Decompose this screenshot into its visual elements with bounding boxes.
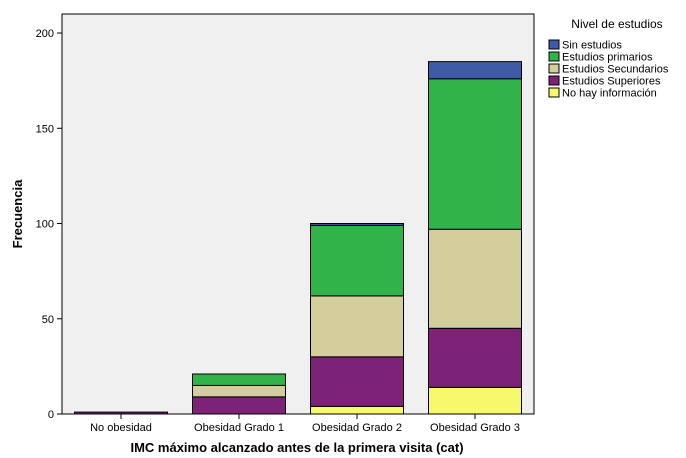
legend-label-3: Estudios Secundarios	[562, 64, 669, 76]
y-tick-label-200: 200	[36, 28, 54, 40]
legend-swatch-3	[548, 63, 560, 74]
y-axis-title: Frecuencia	[10, 179, 25, 248]
y-tick-label-0: 0	[48, 409, 54, 421]
bar-segment-3-1	[310, 405, 404, 415]
legend-swatch-5	[548, 87, 560, 98]
legend-swatch-2	[548, 51, 560, 62]
bar-segment-3-3	[310, 295, 404, 358]
x-axis: No obesidad Obesidad Grado 1 Obesidad Grad…	[90, 414, 520, 434]
bar-segment-3-2	[310, 356, 404, 407]
bar-segment-2-3	[192, 384, 286, 398]
bar-segment-3-5	[310, 223, 404, 226]
y-tick-label-50: 50	[42, 314, 54, 326]
bars-layer	[74, 61, 522, 415]
legend-swatch-4	[548, 75, 560, 86]
x-tick-label-4: Obesidad Grado 3	[430, 422, 520, 434]
bar-segment-1-2	[74, 411, 168, 415]
legend-label-5: No hay información	[562, 88, 657, 100]
y-tick-label-150: 150	[36, 123, 54, 135]
bar-segment-4-3	[428, 228, 522, 329]
x-tick-label-3: Obesidad Grado 2	[312, 422, 402, 434]
y-tick-label-100: 100	[36, 219, 54, 231]
x-tick-label-2: Obesidad Grado 1	[194, 422, 284, 434]
y-axis: 0 50 100 150 200	[36, 28, 62, 421]
legend-label-4: Estudios Superiores	[562, 76, 661, 88]
bar-segment-4-1	[428, 386, 522, 415]
legend-label-2: Estudios primarios	[562, 52, 653, 64]
bar-segment-2-4	[192, 373, 286, 386]
x-axis-title: IMC máximo alcanzado antes de la primera…	[130, 440, 463, 455]
bar-segment-4-5	[428, 61, 522, 80]
legend-title: Nivel de estudios	[571, 17, 662, 31]
legend-label-1: Sin estudios	[562, 40, 622, 52]
bar-segment-2-2	[192, 396, 286, 415]
x-tick-label-1: No obesidad	[90, 422, 152, 434]
bar-segment-4-2	[428, 327, 522, 388]
bar-segment-4-4	[428, 78, 522, 230]
legend-swatch-1	[548, 39, 560, 50]
bar-segment-3-4	[310, 224, 404, 297]
